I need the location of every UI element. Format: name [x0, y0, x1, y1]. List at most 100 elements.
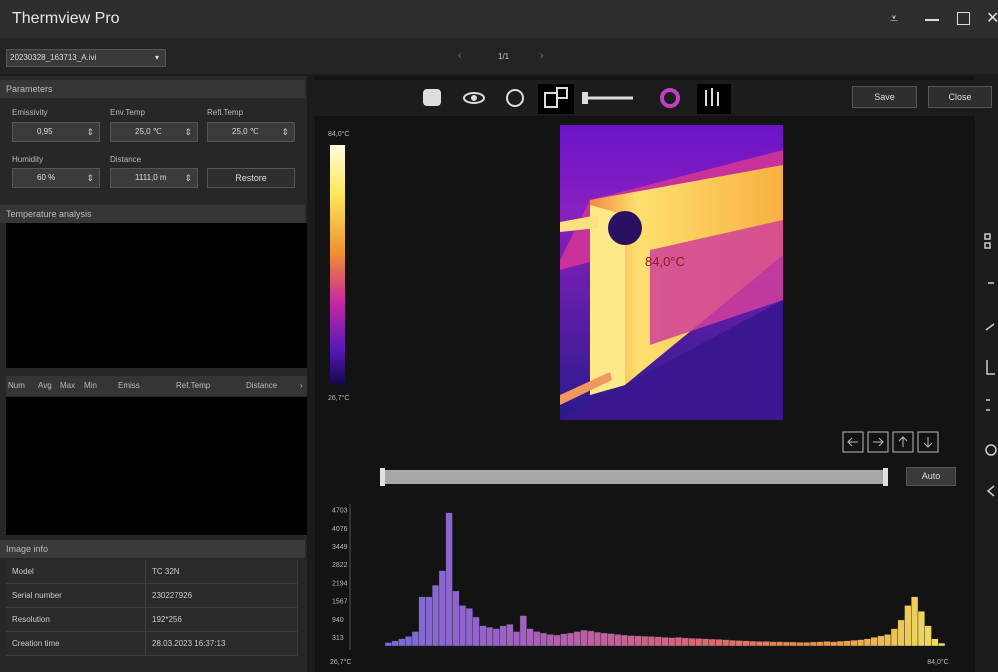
histogram-bar: [641, 635, 649, 647]
parameters-header: Parameters: [0, 80, 305, 98]
histogram-bar: [728, 640, 737, 647]
save-button[interactable]: Save: [852, 86, 917, 108]
scroll-arrow[interactable]: ›: [300, 381, 303, 390]
histogram-bar: [789, 641, 797, 647]
histogram-bar: [539, 632, 548, 647]
histogram-bar: [742, 640, 750, 647]
field-input[interactable]: 60 %: [12, 168, 100, 188]
y-tick-label: 3449: [332, 544, 348, 551]
histogram-bar: [411, 631, 419, 647]
histogram-bar: [607, 633, 615, 647]
histogram-bar: [749, 640, 757, 647]
histogram-bar: [486, 626, 494, 647]
restore-button[interactable]: Restore: [207, 168, 295, 188]
histogram-bar: [843, 640, 851, 647]
measurement-table-header: Num Avg Max Min Emiss Ref.Temp Distance …: [6, 376, 307, 396]
toolbar-icons[interactable]: [423, 84, 731, 114]
y-tick-label: 4703: [332, 508, 348, 515]
info-value: 230227926: [146, 584, 298, 608]
histogram-bar: [890, 628, 898, 647]
side-toolbar: [975, 116, 998, 672]
field-label: Refl.Temp: [207, 108, 244, 117]
histogram-bar: [553, 634, 561, 647]
histogram-bar: [654, 636, 662, 647]
histogram-bar: [668, 637, 676, 647]
histogram-bar: [823, 641, 831, 647]
histogram-bar: [836, 640, 844, 647]
column-header: Avg: [38, 381, 52, 390]
field-label: Distance: [110, 155, 142, 164]
histogram-bar: [681, 637, 689, 647]
maximize-button[interactable]: [957, 12, 970, 25]
histogram-bar: [526, 628, 534, 647]
histogram-bar: [708, 638, 716, 647]
page-indicator: 1/1: [498, 52, 510, 61]
file-name: 20230328_163713_A.ivi: [10, 53, 97, 62]
color-scale-min: 26,7°C: [328, 394, 349, 402]
image-info-header: Image info: [0, 540, 305, 558]
histogram-bar: [566, 632, 575, 647]
app-title: Thermview Pro: [12, 10, 120, 27]
histogram-bar: [465, 608, 473, 647]
histogram-bar: [479, 625, 487, 647]
histogram-bar: [398, 638, 406, 647]
histogram-bar: [661, 637, 669, 647]
histogram-bar: [438, 570, 446, 647]
histogram-bar: [884, 634, 892, 647]
histogram-bar: [499, 625, 507, 647]
histogram-bar: [735, 640, 743, 647]
info-key: Creation time: [6, 632, 146, 656]
menu-button[interactable]: ⩡: [890, 10, 898, 26]
pan-buttons[interactable]: [842, 431, 939, 453]
field-input[interactable]: 0,95: [12, 122, 100, 142]
measurement-table-area: [6, 397, 307, 535]
field-input[interactable]: 25,0 ℃: [207, 122, 295, 142]
file-dropdown[interactable]: 20230328_163713_A.ivi ▾: [6, 49, 166, 67]
prev-page[interactable]: ‹: [458, 50, 462, 62]
column-header: Emiss: [118, 381, 140, 390]
histogram-bar: [938, 642, 946, 647]
range-slider[interactable]: [380, 470, 888, 484]
y-tick-label: 1567: [332, 599, 348, 606]
histogram-bar: [512, 631, 521, 647]
histogram-bar: [674, 637, 683, 647]
histogram-bar: [863, 638, 871, 647]
histogram-bar: [715, 639, 723, 647]
range-handle-max[interactable]: [883, 468, 888, 486]
column-header: Max: [60, 381, 76, 390]
histogram-bar: [418, 596, 426, 647]
histogram-bar: [405, 636, 413, 647]
y-tick-label: 2822: [332, 562, 348, 569]
title-bar: Thermview Pro ⩡ ✕: [0, 0, 998, 38]
histogram-bar: [701, 638, 710, 647]
info-value: 28.03.2023 16:37:13: [146, 632, 298, 656]
histogram-bar: [600, 632, 608, 647]
histogram-bar: [904, 605, 912, 647]
close-button[interactable]: Close: [928, 86, 992, 108]
histogram-bar: [870, 637, 878, 647]
histogram-bar: [533, 631, 541, 647]
minimize-button[interactable]: [925, 19, 939, 21]
histogram-bar: [391, 640, 399, 647]
y-tick-label: 940: [332, 617, 344, 624]
field-input[interactable]: 25,0 ℃: [110, 122, 198, 142]
histogram-bar: [722, 639, 730, 647]
histogram-bar: [803, 642, 811, 647]
field-input[interactable]: 1111,0 m: [110, 168, 198, 188]
side-icons[interactable]: [984, 233, 997, 497]
close-window-button[interactable]: ✕: [986, 10, 998, 27]
range-handle-min[interactable]: [380, 468, 385, 486]
histogram-bar: [432, 584, 440, 647]
next-page[interactable]: ›: [540, 50, 544, 62]
auto-button[interactable]: Auto: [906, 467, 956, 486]
histogram-bar: [620, 634, 629, 647]
histogram-bar: [425, 596, 433, 647]
histogram-bar: [472, 616, 480, 647]
column-header: Ref.Temp: [176, 381, 211, 390]
column-header: Min: [84, 381, 97, 390]
histogram-bar: [877, 635, 885, 647]
x-axis-label: 84,0°C: [927, 658, 948, 666]
histogram-bar: [755, 641, 764, 647]
histogram-bar: [911, 596, 919, 647]
